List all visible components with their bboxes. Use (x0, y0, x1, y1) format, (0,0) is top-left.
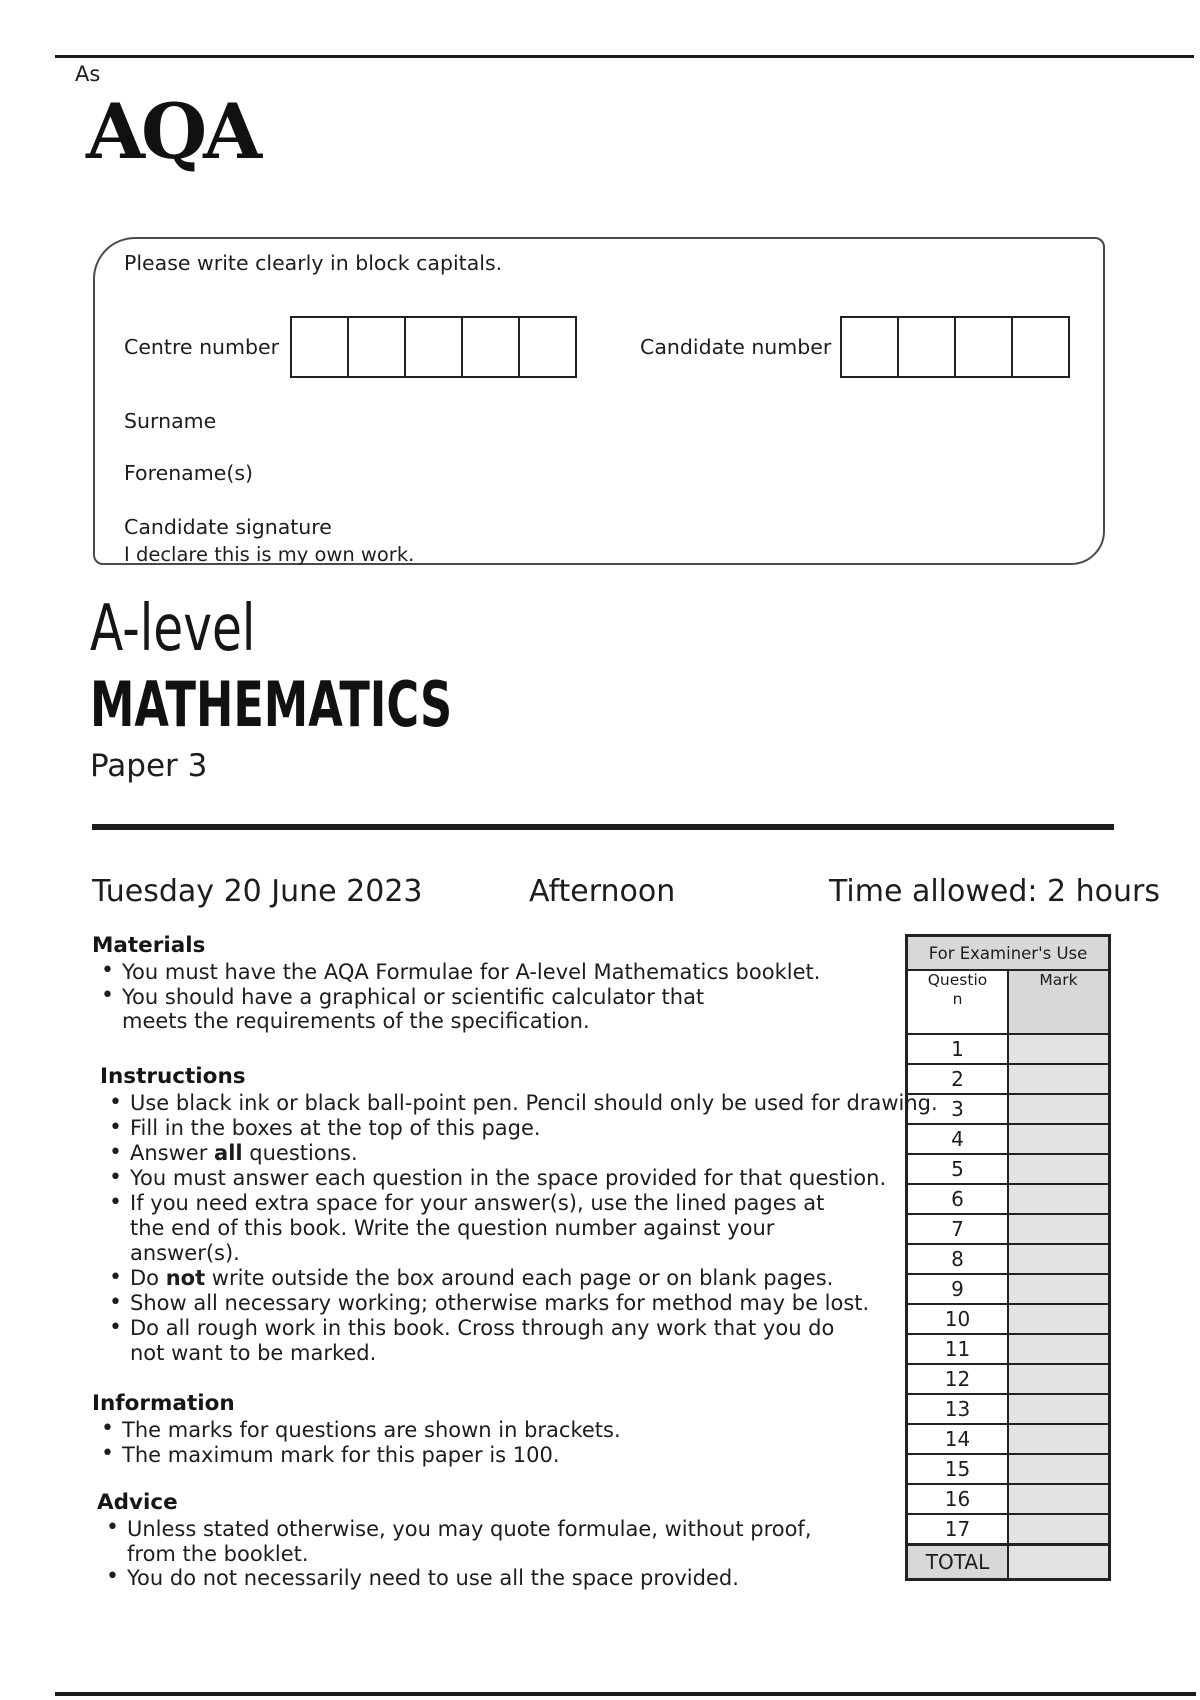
subject-title: MATHEMATICS (90, 668, 453, 741)
information-heading: Information (92, 1391, 235, 1416)
instructions-list: Use black ink or black ball-point pen. P… (100, 1090, 1060, 1366)
mark-cell (1007, 1423, 1111, 1455)
examiner-table-row: 14 (905, 1423, 1111, 1455)
materials-section: Materials You must have the AQA Formulae… (92, 933, 892, 1034)
examiner-table-row: 1 (905, 1033, 1111, 1065)
time-allowed: Time allowed: 2 hours (828, 874, 1160, 909)
mark-cell (1007, 1483, 1111, 1515)
advice-list: Unless stated otherwise, you may quote f… (97, 1516, 917, 1591)
mark-column-header: Mark (1007, 969, 1111, 1035)
instructions-item: Fill in the boxes at the top of this pag… (100, 1115, 1060, 1141)
candidate-number-cell[interactable] (897, 316, 956, 378)
question-number-cell: 13 (905, 1393, 1009, 1425)
bottom-rule (55, 1692, 1196, 1696)
question-number-cell: 12 (905, 1363, 1009, 1395)
centre-number-cell[interactable] (347, 316, 406, 378)
candidate-signature-label: Candidate signature (124, 515, 332, 539)
instructions-item: You must answer each question in the spa… (100, 1165, 1060, 1191)
examiner-table-row: 15 (905, 1453, 1111, 1485)
session-row: Tuesday 20 June 2023 Afternoon Time allo… (92, 874, 1160, 914)
instructions-heading: Instructions (100, 1064, 246, 1089)
total-mark-cell (1007, 1543, 1111, 1581)
surname-label: Surname (124, 409, 217, 433)
information-item: The maximum mark for this paper is 100. (92, 1442, 892, 1468)
question-number-cell: 17 (905, 1513, 1009, 1546)
declaration-text: I declare this is my own work. (124, 543, 415, 566)
total-label: TOTAL (905, 1543, 1009, 1581)
examiner-table-row: 13 (905, 1393, 1111, 1425)
question-column-header: Questio n (905, 969, 1009, 1035)
paper-number: Paper 3 (90, 748, 208, 784)
mark-cell (1007, 1363, 1111, 1395)
candidate-number-cell[interactable] (954, 316, 1013, 378)
question-number-cell: 14 (905, 1423, 1009, 1455)
centre-number-cell[interactable] (518, 316, 577, 378)
exam-session: Afternoon (529, 874, 676, 909)
centre-number-label: Centre number (124, 335, 280, 359)
instructions-section: Instructions Use black ink or black ball… (100, 1064, 1060, 1366)
candidate-details-box: Please write clearly in block capitals. … (93, 237, 1105, 566)
advice-section: Advice Unless stated otherwise, you may … (97, 1490, 917, 1591)
mark-cell (1007, 1063, 1111, 1095)
mark-cell (1007, 1453, 1111, 1485)
top-rule (55, 55, 1194, 58)
centre-number-cell[interactable] (461, 316, 520, 378)
candidate-number-cell[interactable] (840, 316, 899, 378)
question-number-cell: 15 (905, 1453, 1009, 1485)
centre-number-boxes (290, 316, 577, 378)
mark-cell (1007, 1033, 1111, 1065)
instructions-item: Show all necessary working; otherwise ma… (100, 1290, 1060, 1316)
instructions-item: Do not write outside the box around each… (100, 1265, 1060, 1291)
centre-number-cell[interactable] (404, 316, 463, 378)
forename-label: Forename(s) (124, 461, 254, 485)
block-capitals-instruction: Please write clearly in block capitals. (124, 251, 503, 275)
examiner-table-row: 12 (905, 1363, 1111, 1395)
qualification-title: A-level (90, 592, 256, 666)
examiner-table-row: 17 (905, 1513, 1111, 1546)
information-section: Information The marks for questions are … (92, 1391, 892, 1467)
instructions-item: Do all rough work in this book. Cross th… (100, 1315, 1060, 1366)
candidate-number-boxes (840, 316, 1070, 378)
aqa-logo: AQA (86, 87, 262, 176)
examiner-table-row: 16 (905, 1483, 1111, 1515)
examiner-table-title: For Examiner's Use (905, 934, 1111, 971)
examiner-table-row: 2 (905, 1063, 1111, 1095)
materials-item: You should have a graphical or scientifi… (92, 984, 892, 1034)
instructions-item: If you need extra space for your answer(… (100, 1190, 1060, 1266)
corner-mark: As (75, 62, 101, 86)
instructions-item: Answer all questions. (100, 1140, 1060, 1166)
mark-cell (1007, 1513, 1111, 1546)
title-divider-rule (92, 824, 1114, 830)
candidate-number-cell[interactable] (1011, 316, 1070, 378)
question-number-cell: 2 (905, 1063, 1009, 1095)
materials-item: You must have the AQA Formulae for A-lev… (92, 959, 892, 985)
exam-date: Tuesday 20 June 2023 (92, 874, 423, 909)
instructions-item: Use black ink or black ball-point pen. P… (100, 1090, 1060, 1116)
question-number-cell: 16 (905, 1483, 1009, 1515)
information-item: The marks for questions are shown in bra… (92, 1417, 892, 1443)
materials-heading: Materials (92, 933, 206, 958)
candidate-number-label: Candidate number (640, 335, 832, 359)
centre-number-cell[interactable] (290, 316, 349, 378)
examiner-table-total-row: TOTAL (905, 1543, 1111, 1581)
advice-item: Unless stated otherwise, you may quote f… (97, 1516, 917, 1566)
information-list: The marks for questions are shown in bra… (92, 1417, 892, 1468)
question-number-cell: 1 (905, 1033, 1009, 1065)
advice-item: You do not necessarily need to use all t… (97, 1565, 917, 1591)
mark-cell (1007, 1393, 1111, 1425)
advice-heading: Advice (97, 1490, 178, 1515)
materials-list: You must have the AQA Formulae for A-lev… (92, 959, 892, 1034)
